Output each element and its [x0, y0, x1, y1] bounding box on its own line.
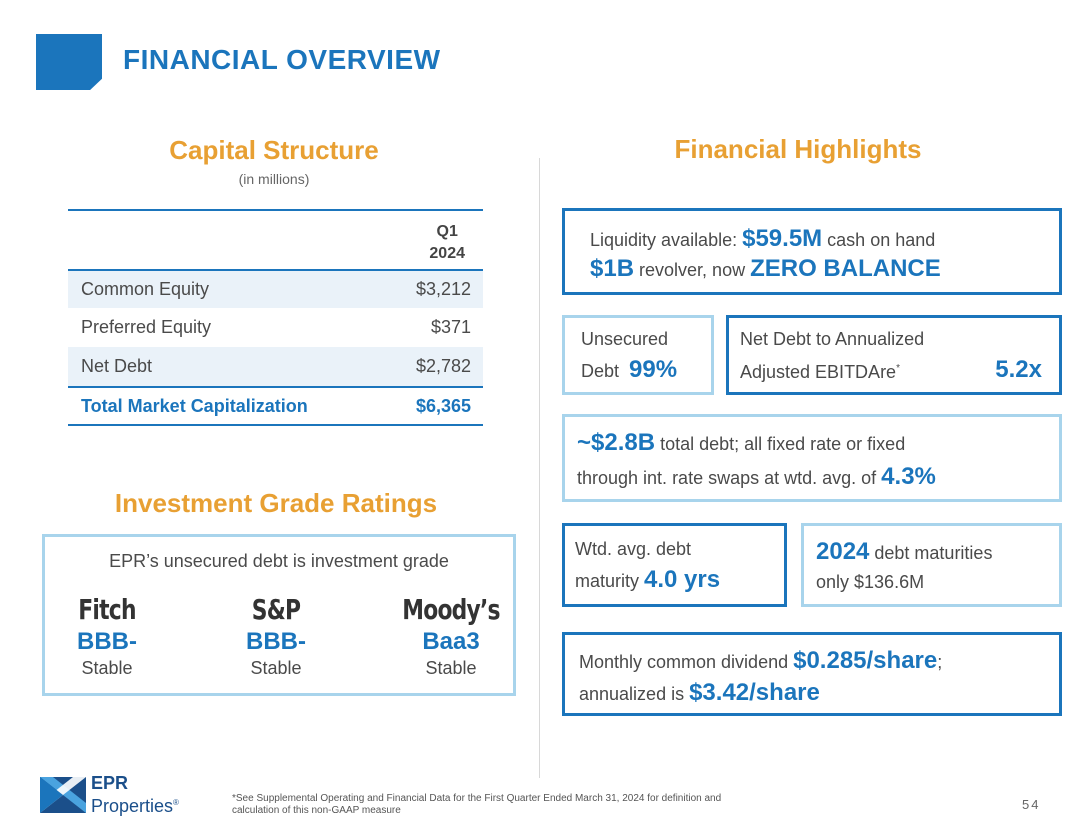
- column-header-quarter: Q1: [436, 223, 458, 240]
- rating-moodys: Moody’s Baa3 Stable: [386, 593, 516, 679]
- footnote: *See Supplemental Operating and Financia…: [232, 793, 852, 817]
- row-label: Preferred Equity: [81, 317, 212, 337]
- page-number: 54: [1022, 797, 1041, 812]
- liquidity-label: Liquidity available:: [590, 230, 743, 250]
- capital-structure-table: Q1 2024 Common Equity $3,212 Preferred E…: [68, 209, 483, 426]
- table-row: Net Debt $2,782: [68, 347, 483, 386]
- maturity-line-2: maturity 4.0 yrs: [575, 566, 720, 594]
- dividend-line-1: Monthly common dividend $0.285/share;: [579, 647, 942, 675]
- zero-balance: ZERO BALANCE: [750, 255, 941, 282]
- unsecured-label: Debt: [581, 361, 620, 381]
- dividend-semicolon: ;: [937, 652, 943, 672]
- highlights-title: Financial Highlights: [674, 134, 922, 164]
- annual-dividend-value: $3.42/share: [689, 679, 820, 706]
- header-accent-block: [36, 34, 102, 90]
- total-value: $6,365: [415, 395, 471, 416]
- maturities-line-1: 2024 debt maturities: [816, 538, 992, 566]
- page-title: FINANCIAL OVERVIEW: [123, 44, 441, 75]
- footnote-line-2: calculation of this non-GAAP measure: [232, 805, 401, 816]
- column-divider: [539, 158, 540, 778]
- cash-value: $59.5M: [742, 225, 823, 252]
- unsecured-line-2: Debt 99%: [581, 356, 677, 384]
- ratings-box: EPR’s unsecured debt is investment grade…: [42, 534, 516, 696]
- unsecured-line-1: Unsecured: [581, 329, 669, 349]
- agency-name: S&P: [251, 593, 301, 626]
- annual-dividend-label: annualized is: [579, 684, 690, 704]
- rating-sp: S&P BBB- Stable: [211, 593, 341, 679]
- monthly-dividend-label: Monthly common dividend: [579, 652, 794, 672]
- net-debt-line-2: Adjusted EBITDAre*: [740, 362, 900, 383]
- revolver-text: revolver, now: [634, 260, 751, 280]
- table-total-row: Total Market Capitalization $6,365: [68, 386, 483, 426]
- row-label: Common Equity: [81, 279, 210, 299]
- liquidity-line-1: Liquidity available: $59.5M cash on hand: [590, 225, 935, 253]
- maturities-year: 2024: [816, 538, 870, 565]
- net-debt-box: Net Debt to Annualized Adjusted EBITDAre…: [726, 315, 1062, 395]
- liquidity-box: Liquidity available: $59.5M cash on hand…: [562, 208, 1062, 295]
- column-header: Q1 2024: [429, 221, 465, 265]
- agency-name: Moody’s: [402, 593, 500, 626]
- table-row: Common Equity $3,212: [68, 269, 483, 308]
- epr-logo-text: EPR Properties®: [91, 774, 179, 816]
- agency-grade: BBB-: [77, 628, 137, 655]
- row-label: Net Debt: [81, 356, 153, 376]
- maturity-line-1: Wtd. avg. debt: [575, 539, 692, 559]
- ratings-intro: EPR’s unsecured debt is investment grade: [109, 551, 449, 571]
- maturity-label: maturity: [575, 571, 645, 591]
- table-header: Q1 2024: [68, 211, 483, 269]
- dividend-box: Monthly common dividend $0.285/share; an…: [562, 632, 1062, 716]
- dividend-line-2: annualized is $3.42/share: [579, 679, 820, 707]
- maturity-value: 4.0 yrs: [644, 566, 721, 593]
- total-debt-value: ~$2.8B: [577, 429, 656, 456]
- liquidity-line-2: $1B revolver, now ZERO BALANCE: [590, 255, 941, 283]
- unsecured-debt-box: Unsecured Debt 99%: [562, 315, 714, 395]
- agency-name: Fitch: [78, 593, 136, 626]
- row-value: $3,212: [415, 279, 471, 299]
- footnote-line-1: *See Supplemental Operating and Financia…: [232, 793, 722, 804]
- capital-structure-subtitle: (in millions): [238, 171, 310, 187]
- agency-grade: BBB-: [246, 628, 306, 655]
- swap-text: through int. rate swaps at wtd. avg. of: [577, 468, 882, 488]
- total-label: Total Market Capitalization: [81, 395, 308, 416]
- table-row: Preferred Equity $371: [68, 308, 483, 347]
- agency-outlook: Stable: [425, 658, 477, 678]
- total-debt-box: ~$2.8B total debt; all fixed rate or fix…: [562, 414, 1062, 502]
- maturities-text: debt maturities: [869, 543, 993, 563]
- footnote-marker: *: [896, 363, 900, 374]
- row-value: $371: [430, 317, 471, 337]
- total-debt-line-2: through int. rate swaps at wtd. avg. of …: [577, 463, 936, 491]
- avg-rate-value: 4.3%: [881, 463, 936, 490]
- unsecured-value: 99%: [629, 356, 678, 383]
- epr-logo-icon: [40, 777, 86, 813]
- rating-fitch: Fitch BBB- Stable: [42, 593, 172, 679]
- agency-outlook: Stable: [81, 658, 133, 678]
- net-debt-label: Adjusted EBITDAre: [740, 362, 897, 382]
- logo-line-2: Properties: [91, 796, 174, 816]
- net-debt-line-1: Net Debt to Annualized: [740, 329, 925, 349]
- monthly-dividend-value: $0.285/share: [793, 647, 938, 674]
- total-debt-text: total debt; all fixed rate or fixed: [655, 434, 906, 454]
- capital-structure-title: Capital Structure: [169, 135, 379, 165]
- net-debt-value: 5.2x: [995, 356, 1042, 383]
- row-value: $2,782: [415, 356, 471, 376]
- ratings-title: Investment Grade Ratings: [114, 488, 438, 518]
- logo-line-1: EPR: [91, 773, 129, 793]
- maturities-line-2: only $136.6M: [816, 572, 925, 592]
- agency-outlook: Stable: [250, 658, 302, 678]
- total-debt-line-1: ~$2.8B total debt; all fixed rate or fix…: [577, 429, 905, 457]
- column-header-year: 2024: [429, 245, 465, 262]
- maturity-box: Wtd. avg. debt maturity 4.0 yrs: [562, 523, 787, 607]
- revolver-value: $1B: [590, 255, 635, 282]
- registered-mark: ®: [173, 798, 179, 807]
- maturities-2024-box: 2024 debt maturities only $136.6M: [801, 523, 1062, 607]
- agency-grade: Baa3: [422, 628, 480, 655]
- cash-suffix: cash on hand: [822, 230, 936, 250]
- table-top-rule: [68, 209, 483, 211]
